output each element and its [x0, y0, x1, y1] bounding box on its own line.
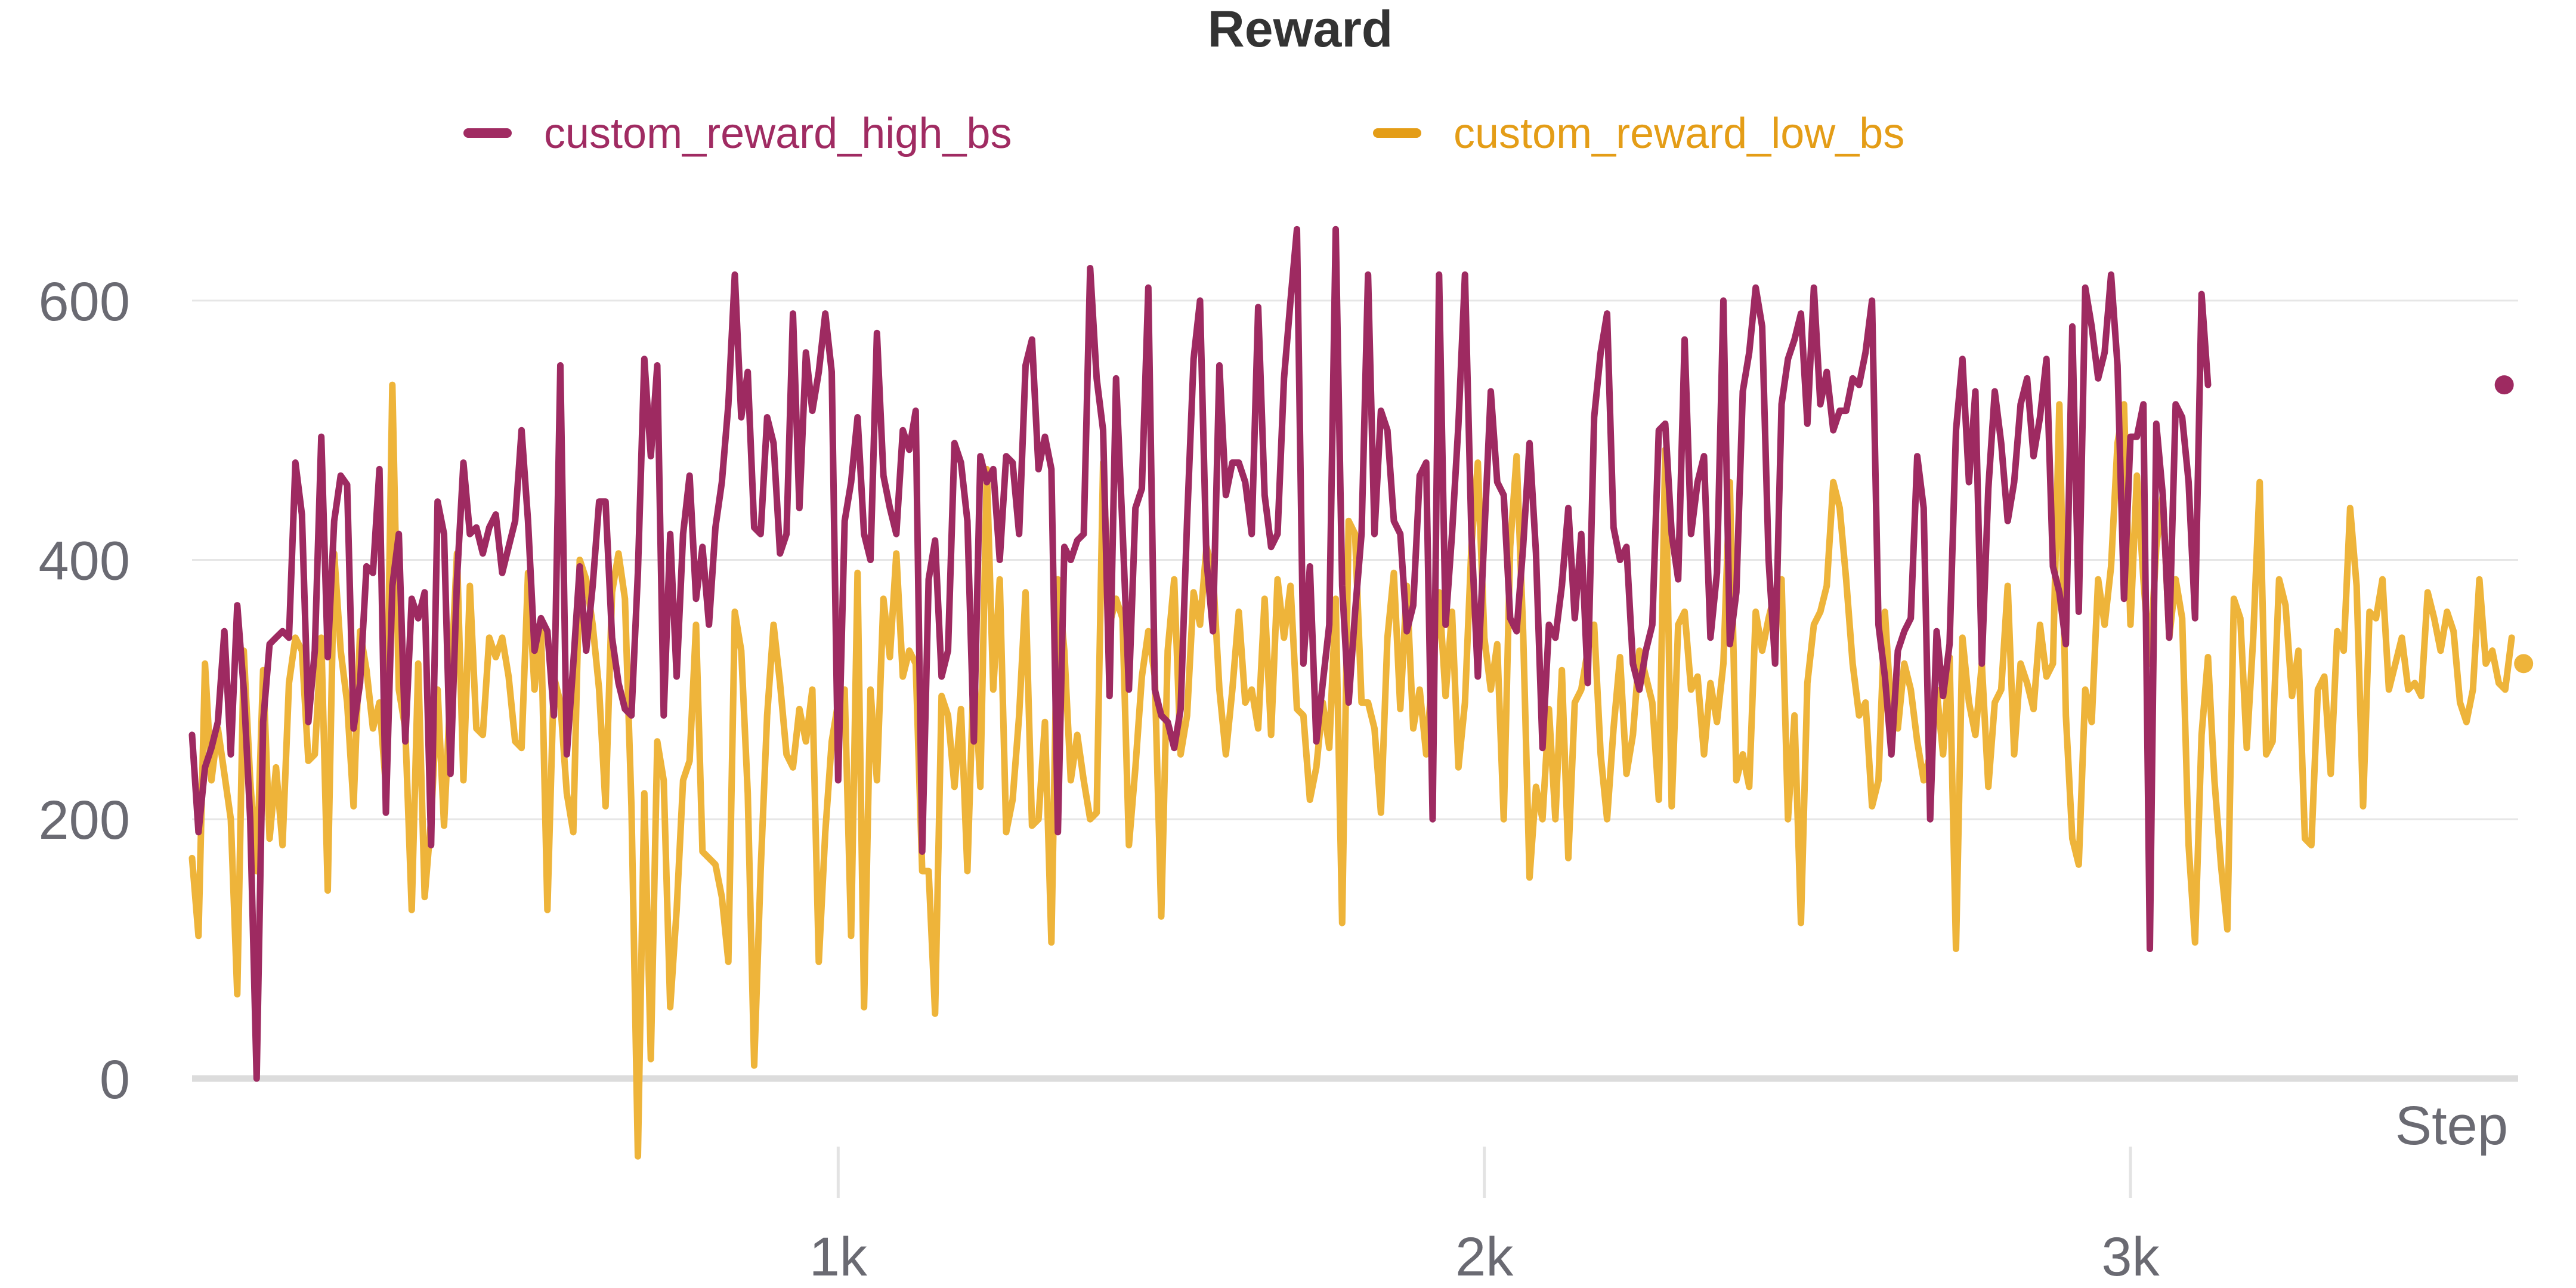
- chart-legend: custom_reward_high_bs custom_reward_low_…: [463, 110, 1904, 157]
- legend-label-low-bs: custom_reward_low_bs: [1454, 110, 1904, 157]
- y-axis-tick-labels: 0 200 400 600: [39, 271, 131, 1110]
- y-tick-label-200: 200: [39, 790, 131, 851]
- legend-item-high-bs[interactable]: custom_reward_high_bs: [463, 110, 1012, 157]
- x-axis-ticks: 1k 2k 3k: [809, 1147, 2160, 1287]
- y-tick-label-400: 400: [39, 531, 131, 592]
- y-tick-label-600: 600: [39, 271, 131, 332]
- x-tick-label-3k: 3k: [2101, 1227, 2160, 1287]
- x-tick-label-1k: 1k: [809, 1227, 868, 1287]
- x-axis-label: Step: [2395, 1095, 2508, 1156]
- series-end-point-low-bs: [2514, 654, 2534, 674]
- series-lines: [188, 226, 2534, 1160]
- legend-item-low-bs[interactable]: custom_reward_low_bs: [1373, 110, 1904, 157]
- legend-label-high-bs: custom_reward_high_bs: [544, 110, 1012, 157]
- chart-title: Reward: [1208, 1, 1393, 58]
- y-tick-label-0: 0: [100, 1049, 130, 1110]
- series-end-point-high-bs: [2494, 375, 2514, 395]
- x-tick-label-2k: 2k: [1455, 1227, 1514, 1287]
- series-line-high-bs: [188, 226, 2212, 1082]
